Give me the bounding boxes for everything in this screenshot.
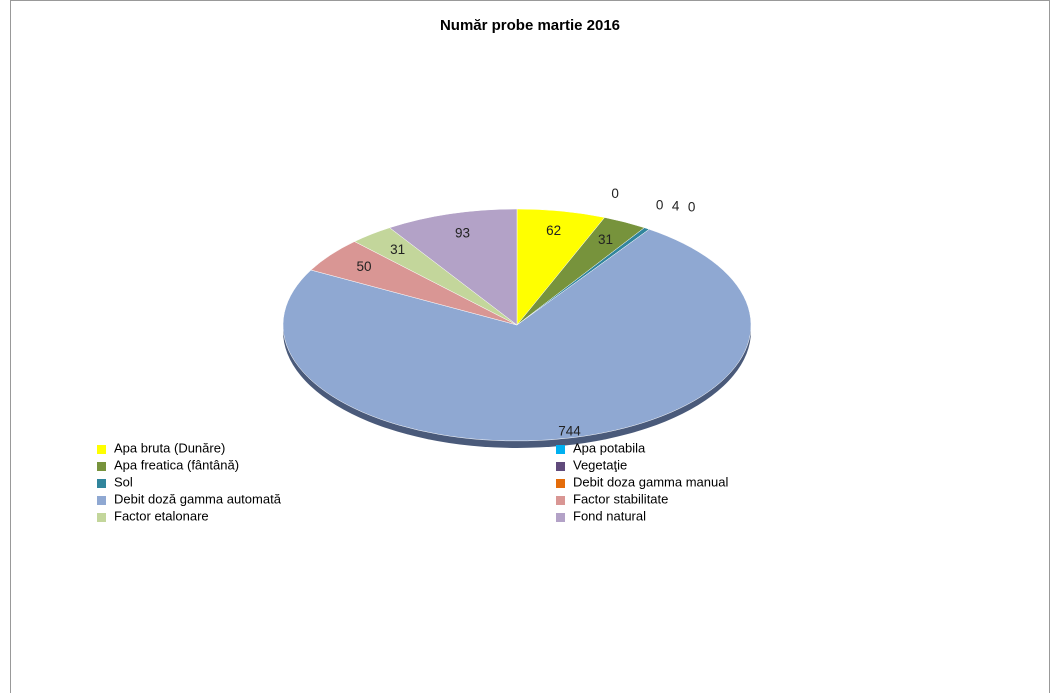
legend-swatch <box>556 496 565 505</box>
legend-label: Factor stabilitate <box>573 491 668 506</box>
data-label: 31 <box>390 242 405 257</box>
legend-swatch <box>556 513 565 522</box>
data-label: 4 <box>672 198 680 213</box>
legend-swatch <box>97 462 106 471</box>
legend-label: Sol <box>114 474 133 489</box>
legend-swatch <box>97 445 106 454</box>
legend-label: Fond natural <box>573 508 646 523</box>
data-label: 0 <box>611 186 619 201</box>
legend-label: Apa bruta (Dunăre) <box>114 440 225 455</box>
legend-swatch <box>556 462 565 471</box>
data-label: 50 <box>357 259 372 274</box>
data-label: 744 <box>558 424 581 439</box>
legend-label: Debit doza gamma manual <box>573 474 728 489</box>
legend-label: Apa freatica (fântână) <box>114 457 239 472</box>
data-label: 0 <box>688 199 696 214</box>
legend-label: Apa potabila <box>573 440 646 455</box>
data-label: 93 <box>455 225 470 240</box>
legend-label: Vegetaţie <box>573 457 627 472</box>
legend-swatch <box>556 445 565 454</box>
legend-swatch <box>97 496 106 505</box>
legend-label: Factor etalonare <box>114 508 209 523</box>
legend-swatch <box>97 479 106 488</box>
pie-slice <box>282 229 752 442</box>
data-label: 0 <box>656 198 664 213</box>
data-label: 31 <box>598 232 613 247</box>
chart-title: Număr probe martie 2016 <box>440 17 620 34</box>
legend-swatch <box>97 513 106 522</box>
legend-swatch <box>556 479 565 488</box>
pie-slice <box>389 208 518 326</box>
data-label: 62 <box>546 223 561 238</box>
legend-label: Debit doză gamma automată <box>114 491 282 506</box>
